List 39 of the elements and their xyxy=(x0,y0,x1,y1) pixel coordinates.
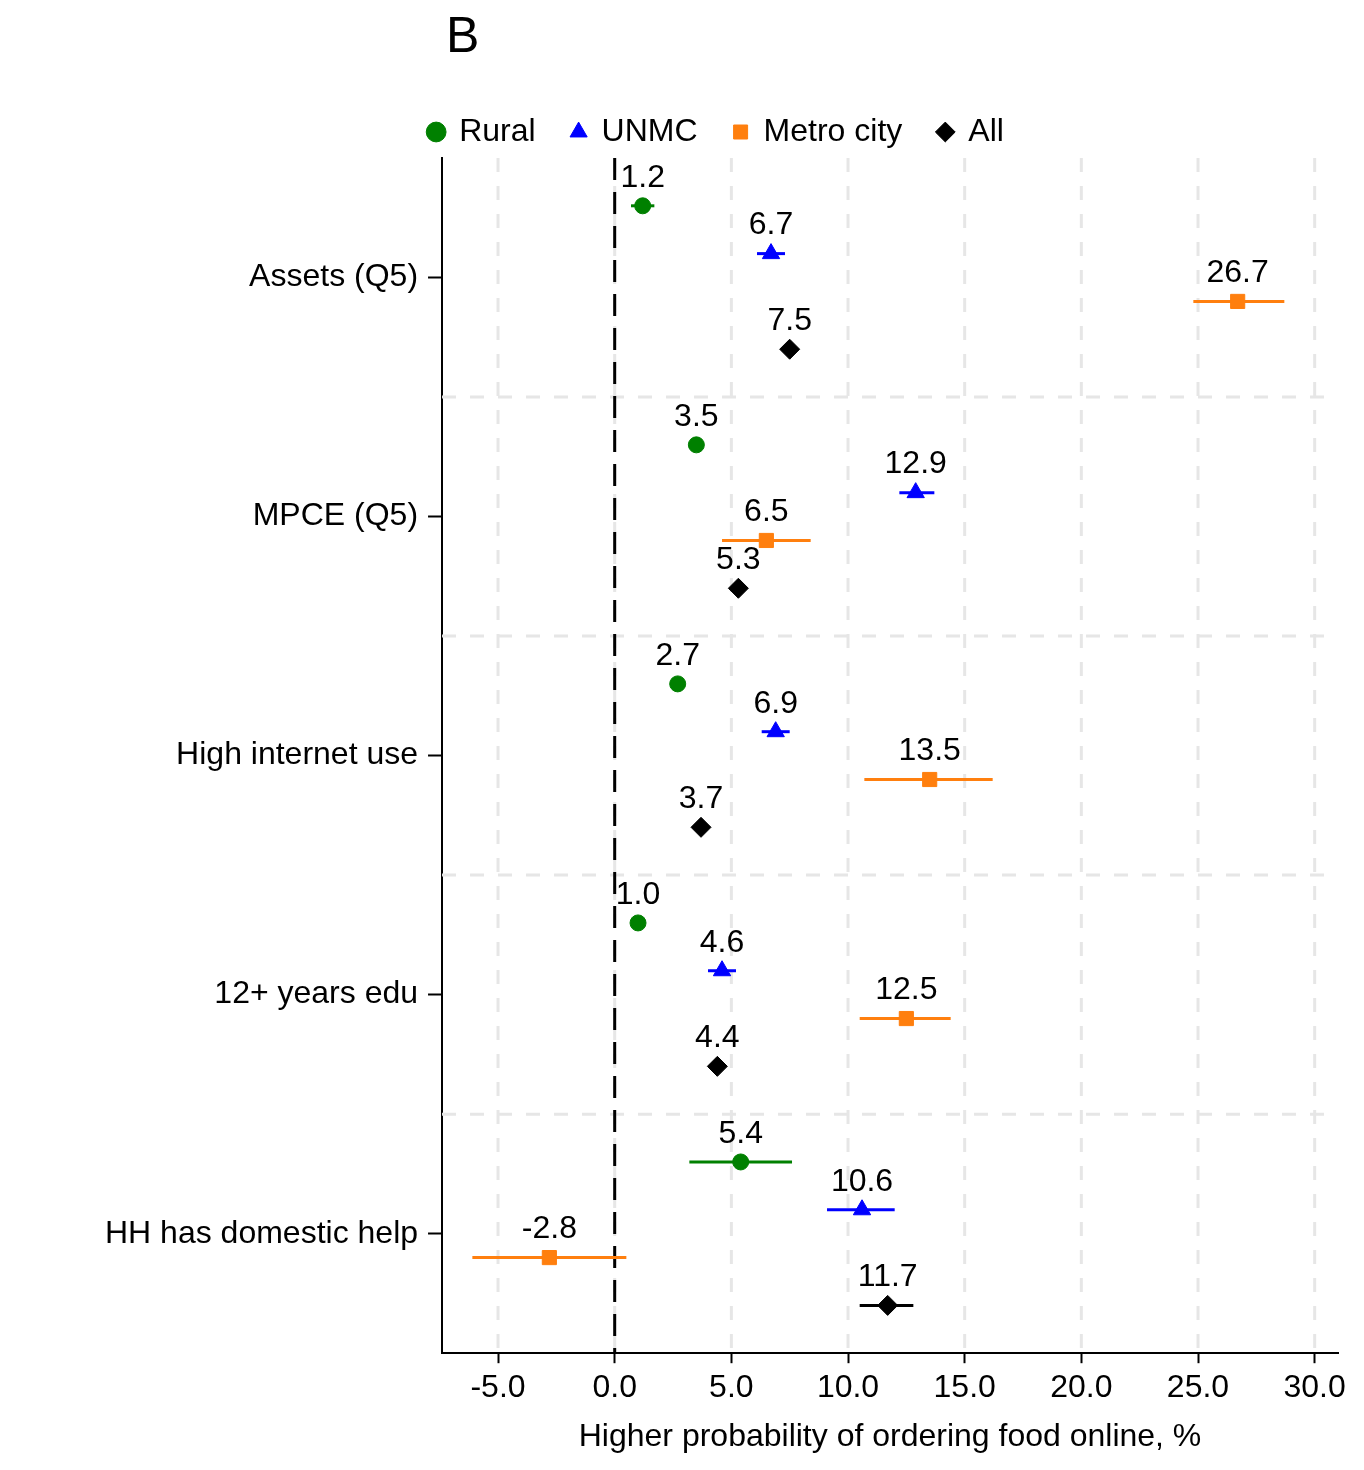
data-label: 2.7 xyxy=(655,635,700,672)
x-tick-label: 15.0 xyxy=(933,1368,996,1405)
data-label: 4.6 xyxy=(699,922,745,959)
chart-title: B xyxy=(446,6,480,64)
legend-label: All xyxy=(968,111,1004,148)
data-label: 1.0 xyxy=(615,874,661,911)
x-tick-label: 30.0 xyxy=(1283,1368,1346,1405)
y-tick-label: Assets (Q5) xyxy=(249,257,419,294)
data-label: 3.7 xyxy=(678,779,724,816)
x-axis-title: Higher probability of ordering food online, % xyxy=(578,1416,1202,1453)
data-label: 7.5 xyxy=(767,301,812,338)
data-label: 26.7 xyxy=(1206,253,1269,290)
data-label: 6.5 xyxy=(744,492,789,529)
data-label: 11.7 xyxy=(857,1257,918,1294)
data-label: 12.5 xyxy=(875,970,938,1007)
data-label: 5.3 xyxy=(716,540,761,577)
y-tick-label: High internet use xyxy=(176,735,419,772)
data-label: 13.5 xyxy=(898,731,961,768)
x-tick-label: 0.0 xyxy=(592,1368,637,1405)
data-label: 6.7 xyxy=(748,205,794,242)
data-label: 4.4 xyxy=(695,1018,740,1055)
legend-label: Metro city xyxy=(763,111,903,148)
data-label: 10.6 xyxy=(830,1161,894,1198)
x-tick-label: 10.0 xyxy=(816,1368,880,1405)
data-label: -2.8 xyxy=(521,1209,577,1246)
x-tick-label: 5.0 xyxy=(709,1368,754,1405)
y-tick-label: HH has domestic help xyxy=(105,1213,419,1250)
x-tick-label: 25.0 xyxy=(1166,1368,1230,1405)
x-tick-label: 20.0 xyxy=(1050,1368,1113,1405)
y-tick-label: MPCE (Q5) xyxy=(252,496,419,533)
data-label: 1.2 xyxy=(620,157,665,194)
data-label: 3.5 xyxy=(674,396,719,433)
legend-label: Rural xyxy=(459,111,536,148)
x-tick-label: -5.0 xyxy=(470,1368,526,1405)
data-label: 5.4 xyxy=(718,1113,763,1150)
data-label: 6.9 xyxy=(753,683,798,720)
y-tick-label: 12+ years edu xyxy=(214,974,419,1011)
legend-label: UNMC xyxy=(601,111,698,148)
data-label: 12.9 xyxy=(884,444,947,481)
